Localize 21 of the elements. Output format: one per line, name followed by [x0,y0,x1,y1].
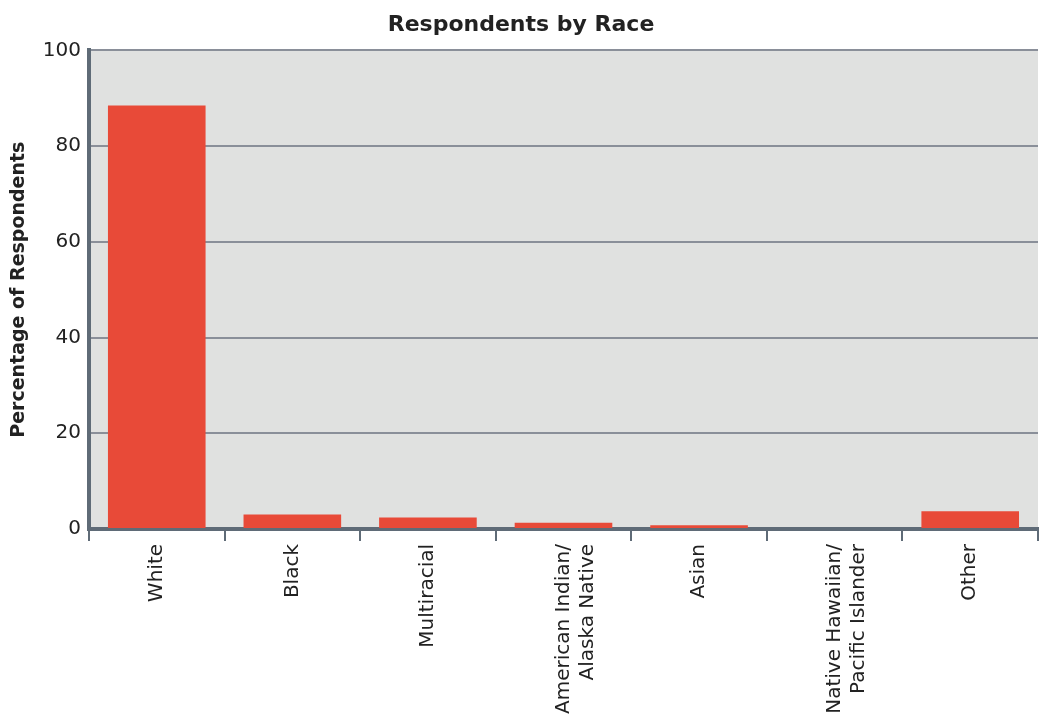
chart-title: Respondents by Race [387,10,655,36]
bar [243,514,342,528]
bar [379,517,477,528]
bar [921,511,1020,528]
x-tick-label: American Indian/ Alaska Native [549,543,598,714]
y-tick-label: 100 [42,36,81,61]
y-tick-label: 0 [68,515,81,540]
y-tick-label: 60 [55,228,81,253]
y-tick-label: 80 [55,132,81,157]
y-axis-title: Percentage of Respondents [6,141,29,438]
y-tick-label: 40 [55,323,81,348]
y-tick-label: 20 [55,419,81,444]
bar [650,525,748,528]
x-tick-label: Other [956,543,981,601]
x-tick-label: Native Hawaiian/ Pacific Islander [820,543,869,714]
x-tick-label: Black [278,543,303,599]
x-tick-label: Multiracial [414,543,439,648]
bar [514,522,613,528]
bar [107,105,206,528]
x-tick-label: Asian [685,543,710,599]
x-tick-label: White [142,543,167,603]
